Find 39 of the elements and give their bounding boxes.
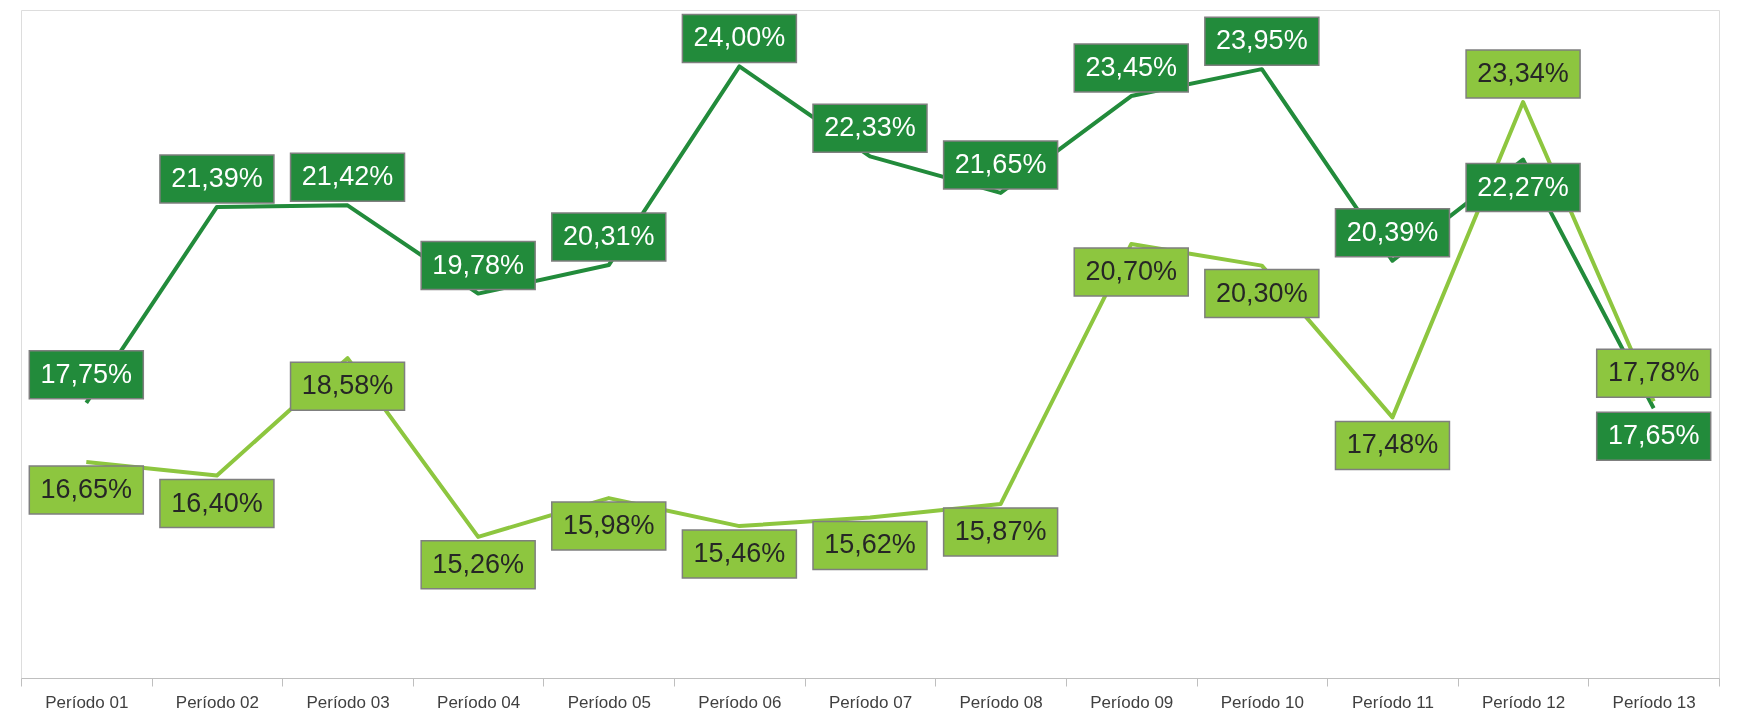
data-label: 15,26%: [432, 548, 524, 579]
data-label: 19,78%: [432, 249, 524, 280]
data-label: 17,75%: [40, 358, 133, 389]
x-tick-label: Período 09: [1090, 692, 1174, 712]
x-tick-label: Período 11: [1352, 692, 1434, 712]
data-label: 15,87%: [954, 516, 1047, 547]
data-label: 17,78%: [1607, 357, 1700, 388]
data-label: 21,39%: [171, 162, 263, 193]
data-label: 23,34%: [1477, 57, 1569, 88]
data-label: 20,70%: [1085, 256, 1178, 287]
x-tick-label: Período 12: [1481, 692, 1566, 712]
data-label: 17,48%: [1346, 429, 1439, 460]
x-tick-label: Período 06: [698, 692, 782, 712]
data-label: 15,98%: [562, 510, 655, 541]
data-label: 22,27%: [1477, 171, 1569, 202]
data-label: 15,62%: [824, 529, 916, 560]
data-label: 16,65%: [40, 474, 133, 505]
x-tick-label: Período 04: [437, 692, 521, 712]
x-tick-label: Período 05: [567, 692, 651, 712]
x-tick-label: Período 10: [1220, 692, 1304, 712]
data-label: 21,65%: [954, 148, 1047, 179]
x-tick-label: Período 02: [175, 692, 260, 712]
data-label: 20,39%: [1346, 216, 1439, 247]
data-label: 18,58%: [301, 370, 394, 401]
data-label: 23,95%: [1216, 25, 1308, 56]
data-label: 16,40%: [171, 487, 263, 518]
data-label: 24,00%: [693, 22, 786, 53]
data-label: 20,30%: [1216, 277, 1308, 308]
data-label: 21,42%: [301, 161, 394, 192]
data-label: 17,65%: [1607, 420, 1700, 451]
data-label: 23,45%: [1085, 52, 1178, 83]
x-tick-label: Período 13: [1612, 692, 1696, 712]
data-label: 15,46%: [693, 538, 786, 569]
x-tick-label: Período 08: [959, 692, 1043, 712]
data-label: 20,31%: [562, 221, 655, 252]
x-tick-label: Período 07: [828, 692, 913, 712]
x-tick-label: Período 01: [45, 692, 129, 712]
data-label: 22,33%: [824, 112, 916, 143]
x-tick-label: Período 03: [306, 692, 390, 712]
